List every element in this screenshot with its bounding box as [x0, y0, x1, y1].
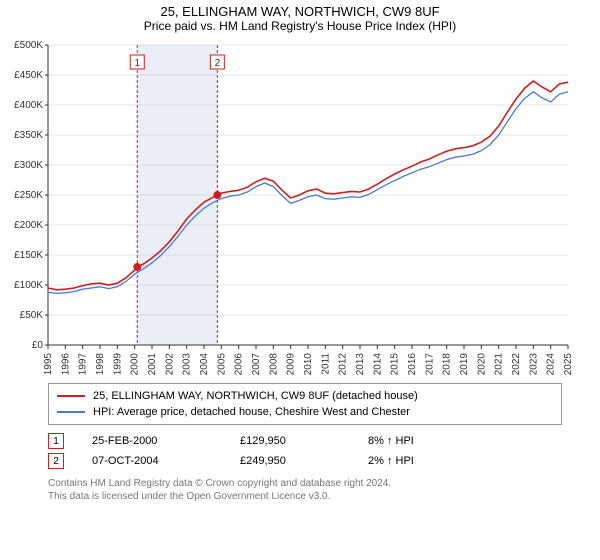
- page-title: 25, ELLINGHAM WAY, NORTHWICH, CW9 8UF: [0, 0, 600, 19]
- x-tick-label: 2012: [338, 353, 349, 375]
- x-tick-label: 2017: [424, 353, 435, 375]
- series-property: [48, 81, 568, 290]
- x-tick-label: 2003: [182, 353, 193, 375]
- marker-row-date: 07-OCT-2004: [92, 455, 212, 467]
- marker-row-price: £129,950: [240, 435, 340, 447]
- footer-line-2: This data is licensed under the Open Gov…: [48, 490, 562, 503]
- x-tick-label: 2021: [494, 353, 505, 375]
- x-tick-label: 2024: [546, 353, 557, 375]
- x-tick-label: 2004: [199, 353, 210, 375]
- x-tick-label: 2002: [164, 353, 175, 375]
- marker-row: 2 07-OCT-2004 £249,950 2% ↑ HPI: [48, 451, 562, 471]
- y-tick-label: £200K: [14, 220, 43, 231]
- x-tick-label: 2006: [234, 353, 245, 375]
- x-tick-label: 1995: [43, 353, 54, 375]
- y-tick-label: £250K: [14, 190, 43, 201]
- marker-row-delta: 8% ↑ HPI: [368, 435, 414, 447]
- footer: Contains HM Land Registry data © Crown c…: [48, 477, 562, 503]
- x-tick-label: 2011: [320, 353, 331, 375]
- page-subtitle: Price paid vs. HM Land Registry's House …: [0, 19, 600, 33]
- legend-label: HPI: Average price, detached house, Ches…: [93, 406, 410, 418]
- x-tick-label: 2010: [303, 353, 314, 375]
- legend: 25, ELLINGHAM WAY, NORTHWICH, CW9 8UF (d…: [48, 383, 562, 425]
- svg-text:2: 2: [215, 58, 221, 69]
- legend-item: 25, ELLINGHAM WAY, NORTHWICH, CW9 8UF (d…: [57, 388, 553, 404]
- legend-item: HPI: Average price, detached house, Ches…: [57, 404, 553, 420]
- y-tick-label: £150K: [14, 250, 43, 261]
- y-tick-label: £500K: [14, 40, 43, 51]
- marker-row-price: £249,950: [240, 455, 340, 467]
- y-tick-label: £450K: [14, 70, 43, 81]
- legend-label: 25, ELLINGHAM WAY, NORTHWICH, CW9 8UF (d…: [93, 390, 418, 402]
- marker-table: 1 25-FEB-2000 £129,950 8% ↑ HPI 2 07-OCT-2004…: [48, 431, 562, 471]
- x-tick-label: 1999: [112, 353, 123, 375]
- series-hpi: [48, 92, 568, 294]
- y-tick-label: £50K: [20, 310, 44, 321]
- y-tick-label: £0: [32, 340, 44, 351]
- x-tick-label: 2000: [130, 353, 141, 375]
- y-tick-label: £100K: [14, 280, 43, 291]
- footer-line-1: Contains HM Land Registry data © Crown c…: [48, 477, 562, 490]
- x-tick-label: 1998: [95, 353, 106, 375]
- marker-row-badge: 2: [48, 453, 64, 469]
- marker-row-date: 25-FEB-2000: [92, 435, 212, 447]
- x-tick-label: 2008: [268, 353, 279, 375]
- x-tick-label: 2018: [442, 353, 453, 375]
- x-tick-label: 2020: [476, 353, 487, 375]
- x-tick-label: 2001: [147, 353, 158, 375]
- x-tick-label: 2013: [355, 353, 366, 375]
- x-tick-label: 2005: [216, 353, 227, 375]
- y-tick-label: £300K: [14, 160, 43, 171]
- x-tick-label: 1996: [60, 353, 71, 375]
- x-tick-label: 2016: [407, 353, 418, 375]
- marker-row-badge: 1: [48, 433, 64, 449]
- x-tick-label: 2015: [390, 353, 401, 375]
- y-tick-label: £350K: [14, 130, 43, 141]
- x-tick-label: 2014: [372, 353, 383, 375]
- marker-row: 1 25-FEB-2000 £129,950 8% ↑ HPI: [48, 431, 562, 451]
- x-tick-label: 2019: [459, 353, 470, 375]
- legend-swatch: [57, 395, 85, 397]
- x-tick-label: 2023: [528, 353, 539, 375]
- x-tick-label: 2025: [563, 353, 574, 375]
- price-chart: £0 £50K £100K £150K £200K £250K £300K £350K £400…: [0, 37, 600, 375]
- x-tick-label: 2007: [251, 353, 262, 375]
- x-tick-label: 1997: [78, 353, 89, 375]
- marker-row-delta: 2% ↑ HPI: [368, 455, 414, 467]
- svg-text:1: 1: [134, 58, 140, 69]
- x-tick-label: 2022: [511, 353, 522, 375]
- y-tick-label: £400K: [14, 100, 43, 111]
- x-tick-label: 2009: [286, 353, 297, 375]
- legend-swatch: [57, 411, 85, 413]
